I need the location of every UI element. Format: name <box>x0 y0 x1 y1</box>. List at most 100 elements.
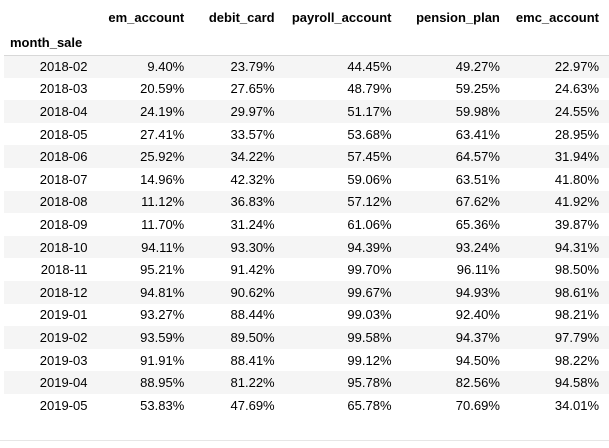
cell-pension-plan: 63.51% <box>455 171 500 187</box>
cell-pension-plan: 93.24% <box>455 239 500 255</box>
row-index-month: 2018-08 <box>39 194 88 210</box>
row-index-month: 2018-03 <box>39 81 88 97</box>
cell-payroll-account: 61.06% <box>347 216 392 232</box>
cell-debit-card: 33.57% <box>230 126 275 142</box>
output-bottom-divider <box>0 440 609 441</box>
table-row: 2018-05 27.41% 33.57% 53.68% 63.41% 28.95% <box>4 122 609 146</box>
table-row: 2018-06 25.92% 34.22% 57.45% 64.57% 31.94% <box>4 145 609 168</box>
cell-em-account: 95.21% <box>140 262 185 278</box>
cell-payroll-account: 51.17% <box>347 103 392 119</box>
cell-pension-plan: 67.62% <box>455 194 500 210</box>
table-row: 2018-08 11.12% 36.83% 57.12% 67.62% 41.92% <box>4 190 609 214</box>
cell-emc-account: 97.79% <box>554 329 599 345</box>
cell-pension-plan: 63.41% <box>455 126 500 142</box>
cell-payroll-account: 99.12% <box>347 352 392 368</box>
cell-debit-card: 34.22% <box>230 149 275 165</box>
cell-emc-account: 98.61% <box>554 284 599 300</box>
cell-emc-account: 41.80% <box>554 171 599 187</box>
cell-pension-plan: 49.27% <box>455 59 500 75</box>
cell-pension-plan: 82.56% <box>455 375 500 391</box>
cell-em-account: 91.91% <box>140 352 185 368</box>
table-row: 2018-07 14.96% 42.32% 59.06% 63.51% 41.80% <box>4 167 609 191</box>
cell-debit-card: 31.24% <box>230 216 275 232</box>
cell-em-account: 27.41% <box>140 126 185 142</box>
cell-debit-card: 91.42% <box>230 262 275 278</box>
table-row: 2018-09 11.70% 31.24% 61.06% 65.36% 39.87% <box>4 213 609 236</box>
cell-em-account: 94.81% <box>140 284 185 300</box>
row-index-month: 2018-05 <box>39 126 88 142</box>
table-row: 2019-03 91.91% 88.41% 99.12% 94.50% 98.22% <box>4 348 609 372</box>
row-index-month: 2019-02 <box>39 329 88 345</box>
cell-payroll-account: 48.79% <box>347 81 392 97</box>
cell-emc-account: 24.63% <box>554 81 599 97</box>
table-row: 2019-04 88.95% 81.22% 95.78% 82.56% 94.58% <box>4 371 609 394</box>
cell-emc-account: 94.31% <box>554 239 599 255</box>
cell-emc-account: 98.21% <box>554 307 599 323</box>
row-index-month: 2019-01 <box>39 307 88 323</box>
cell-emc-account: 41.92% <box>554 194 599 210</box>
row-index-month: 2018-06 <box>39 149 88 165</box>
cell-debit-card: 27.65% <box>230 81 275 97</box>
cell-pension-plan: 94.93% <box>455 284 500 300</box>
cell-payroll-account: 99.03% <box>347 307 392 323</box>
table-row: 2019-05 53.83% 47.69% 65.78% 70.69% 34.01% <box>4 393 609 417</box>
cell-emc-account: 22.97% <box>554 59 599 75</box>
row-index-month: 2019-05 <box>39 397 88 413</box>
index-row-blank <box>99 31 194 55</box>
table-row: 2018-10 94.11% 93.30% 94.39% 93.24% 94.31% <box>4 235 609 259</box>
cell-emc-account: 98.22% <box>554 352 599 368</box>
cell-debit-card: 23.79% <box>230 59 275 75</box>
cell-pension-plan: 65.36% <box>455 216 500 232</box>
cell-pension-plan: 59.98% <box>455 103 500 119</box>
index-name-header: month_sale <box>10 35 83 51</box>
table-row: 2019-01 93.27% 88.44% 99.03% 92.40% 98.21% <box>4 303 609 327</box>
cell-em-account: 20.59% <box>140 81 185 97</box>
table-row: 2018-04 24.19% 29.97% 51.17% 59.98% 24.55% <box>4 100 609 123</box>
cell-emc-account: 34.01% <box>554 397 599 413</box>
row-index-month: 2018-07 <box>39 171 88 187</box>
cell-pension-plan: 96.11% <box>456 262 500 278</box>
cell-pension-plan: 94.37% <box>455 329 500 345</box>
cell-debit-card: 81.22% <box>230 375 275 391</box>
cell-em-account: 88.95% <box>140 375 185 391</box>
table-header: em_account debit_card payroll_account pe… <box>4 4 609 55</box>
cell-payroll-account: 65.78% <box>347 397 392 413</box>
cell-payroll-account: 99.58% <box>347 329 392 345</box>
cell-debit-card: 89.50% <box>230 329 275 345</box>
cell-pension-plan: 94.50% <box>455 352 500 368</box>
cell-payroll-account: 99.67% <box>347 284 392 300</box>
table-row: 2019-02 93.59% 89.50% 99.58% 94.37% 97.79% <box>4 326 609 349</box>
cell-em-account: 11.12% <box>141 194 185 210</box>
index-row-blank <box>402 31 510 55</box>
cell-emc-account: 24.55% <box>554 103 599 119</box>
cell-pension-plan: 92.40% <box>455 307 500 323</box>
cell-em-account: 93.59% <box>140 329 185 345</box>
column-header-em-account: em_account <box>108 10 185 25</box>
index-row-blank <box>510 31 609 55</box>
column-header-pension-plan: pension_plan <box>416 10 500 25</box>
blank-header-cell <box>4 4 99 31</box>
cell-pension-plan: 64.57% <box>455 149 500 165</box>
cell-em-account: 25.92% <box>140 149 185 165</box>
cell-em-account: 93.27% <box>140 307 185 323</box>
row-index-month: 2019-03 <box>39 352 88 368</box>
table-row: 2018-03 20.59% 27.65% 48.79% 59.25% 24.63% <box>4 77 609 101</box>
row-index-month: 2018-09 <box>39 216 88 232</box>
cell-emc-account: 94.58% <box>554 375 599 391</box>
cell-payroll-account: 57.45% <box>347 149 392 165</box>
cell-emc-account: 28.95% <box>554 126 599 142</box>
column-header-emc-account: emc_account <box>515 10 599 25</box>
table-row: 2018-12 94.81% 90.62% 99.67% 94.93% 98.61% <box>4 280 609 304</box>
table-row: 2018-11 95.21% 91.42% 99.70% 96.11% 98.50% <box>4 258 609 281</box>
index-name-row: month_sale <box>4 31 609 55</box>
cell-debit-card: 29.97% <box>230 103 275 119</box>
row-index-month: 2018-10 <box>39 239 88 255</box>
cell-debit-card: 88.41% <box>230 352 275 368</box>
cell-payroll-account: 94.39% <box>347 239 392 255</box>
cell-payroll-account: 57.12% <box>347 194 392 210</box>
cell-payroll-account: 44.45% <box>347 59 392 75</box>
cell-em-account: 94.11% <box>141 239 185 255</box>
table-body: 2018-02 9.40% 23.79% 44.45% 49.27% 22.97% 2018… <box>4 55 609 417</box>
cell-pension-plan: 70.69% <box>455 397 500 413</box>
index-row-blank <box>285 31 402 55</box>
